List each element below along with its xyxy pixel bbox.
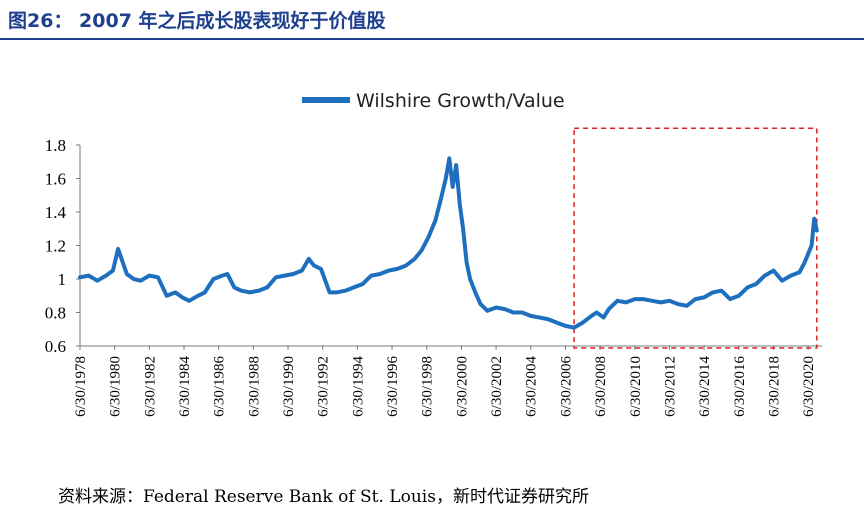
x-tick-label: 6/30/2006	[558, 356, 574, 417]
x-tick-label: 6/30/1984	[177, 356, 193, 417]
x-tick-label: 6/30/1996	[385, 356, 401, 417]
x-tick-label: 6/30/1994	[350, 356, 366, 417]
x-tick-label: 6/30/2014	[697, 356, 713, 417]
series-line-wilshire-growth-value	[78, 156, 819, 330]
x-tick-label: 6/30/2018	[766, 356, 782, 417]
x-tick-label: 6/30/2004	[524, 356, 540, 417]
x-tick-label: 6/30/1978	[73, 356, 89, 417]
x-tick-label: 6/30/2000	[454, 356, 470, 417]
y-tick-label: 1.2	[45, 237, 66, 256]
x-tick-label: 6/30/2002	[489, 356, 505, 417]
legend-label: Wilshire Growth/Value	[356, 90, 565, 112]
x-tick-label: 6/30/1980	[108, 356, 124, 417]
x-tick-label: 6/30/1998	[420, 356, 436, 417]
x-tick-labels: 6/30/1978 6/30/1980 6/30/1982 6/30/1984 6/30…	[73, 346, 817, 417]
source-note: 资料来源：Federal Reserve Bank of St. Louis，新…	[58, 487, 589, 507]
y-tick-label: 1	[58, 270, 67, 289]
title-underline	[0, 38, 864, 40]
y-tick-label: 1.6	[45, 170, 66, 189]
y-tick-label: 0.6	[45, 337, 66, 356]
highlight-box	[573, 127, 818, 349]
figure-title: 图26： 2007 年之后成长股表现好于价值股	[8, 10, 386, 32]
y-tick-label: 0.8	[45, 304, 66, 323]
y-tick-labels: 0.6 0.8 1 1.2 1.4 1.6 1.8	[45, 136, 80, 356]
x-tick-label: 6/30/2020	[801, 356, 817, 417]
growth-value-line-chart: Wilshire Growth/Value 0.6 0.8 1 1.2 1.4 1.6 1.…	[45, 90, 822, 417]
legend: Wilshire Growth/Value	[302, 90, 565, 112]
x-tick-label: 6/30/1992	[316, 356, 332, 417]
x-tick-label: 6/30/2016	[732, 356, 748, 417]
y-tick-label: 1.8	[45, 136, 66, 155]
x-tick-label: 6/30/1990	[281, 356, 297, 417]
y-tick-label: 1.4	[45, 203, 67, 222]
x-tick-label: 6/30/1982	[142, 356, 158, 417]
x-tick-label: 6/30/2012	[662, 356, 678, 417]
x-tick-label: 6/30/2008	[593, 356, 609, 417]
x-tick-label: 6/30/1988	[246, 356, 262, 417]
x-tick-label: 6/30/1986	[212, 356, 228, 417]
x-tick-label: 6/30/2010	[628, 356, 644, 417]
